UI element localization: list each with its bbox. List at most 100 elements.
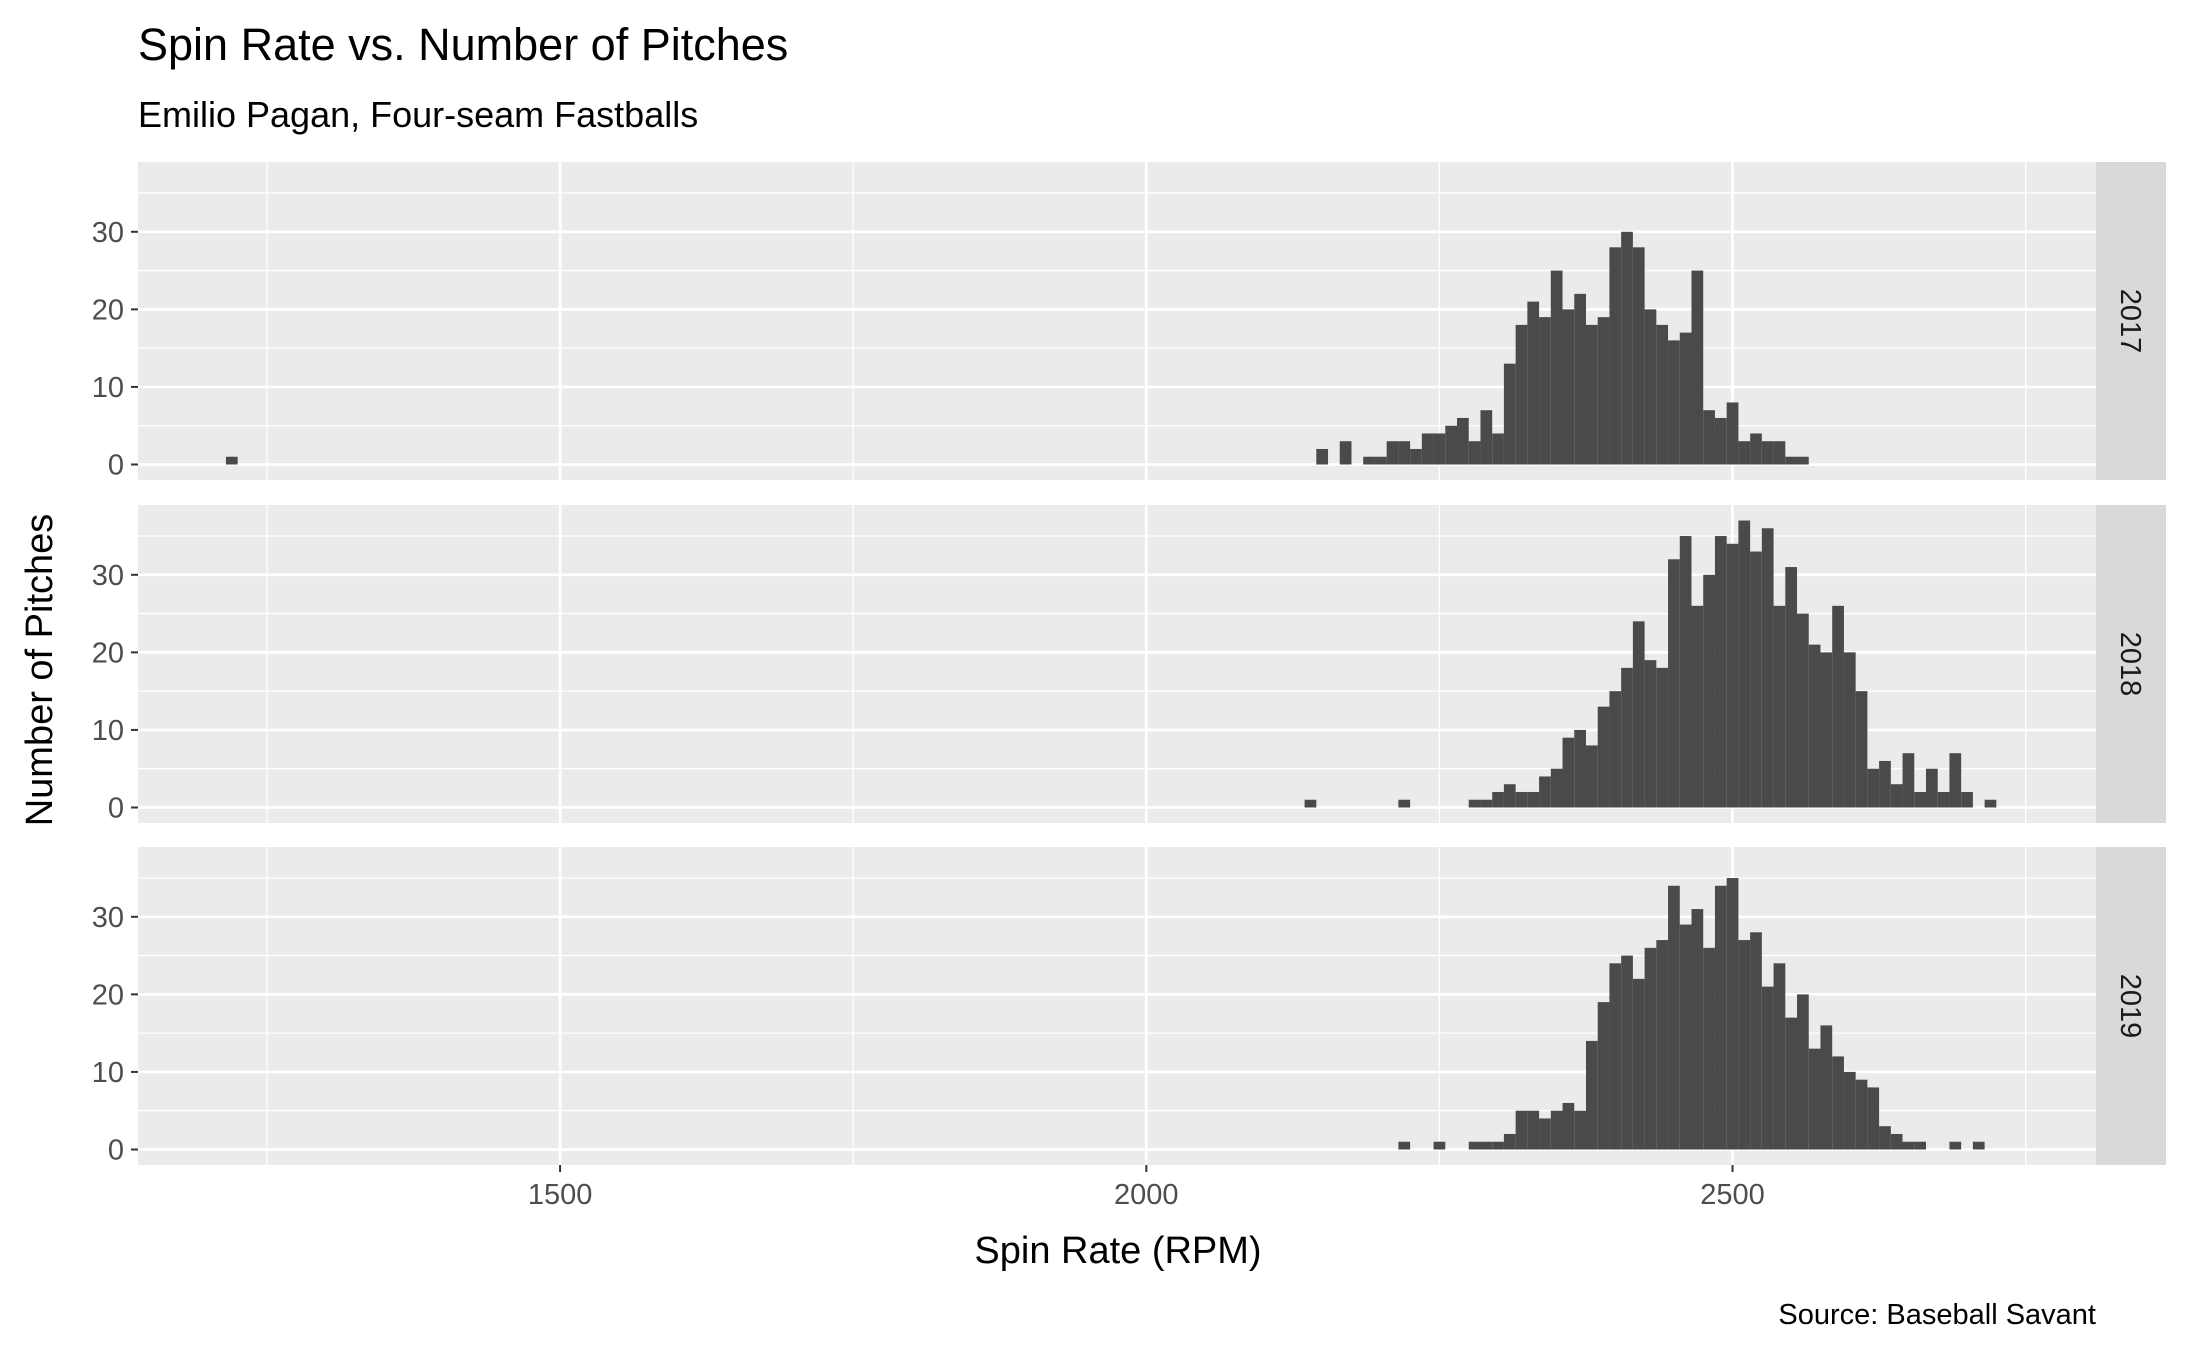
histogram-bar	[1914, 791, 1926, 808]
histogram-bar	[1398, 799, 1411, 808]
chart-title: Spin Rate vs. Number of Pitches	[138, 19, 788, 70]
histogram-bar	[1773, 605, 1786, 808]
histogram-bar	[1773, 441, 1786, 465]
histogram-bar	[1492, 1141, 1504, 1150]
histogram-bar	[1691, 909, 1704, 1150]
histogram-bar	[1492, 433, 1504, 465]
facet-strip	[2096, 505, 2166, 823]
histogram-bar	[1457, 417, 1469, 465]
histogram-bar	[1562, 309, 1575, 465]
facet-strip-label: 2018	[2114, 632, 2146, 697]
histogram-bar	[1668, 340, 1680, 465]
histogram-bar	[1879, 1126, 1891, 1150]
histogram-bar	[1972, 1141, 1985, 1150]
panel-background	[138, 162, 2096, 480]
chart-subtitle: Emilio Pagan, Four-seam Fastballs	[138, 94, 698, 135]
y-tick-label: 30	[92, 560, 124, 592]
histogram-bar	[1714, 536, 1727, 808]
histogram-bar	[1949, 753, 1962, 808]
histogram-bar	[1316, 448, 1329, 465]
histogram-bar	[1503, 363, 1516, 465]
histogram-bar	[1726, 543, 1739, 808]
histogram-bar	[1703, 574, 1715, 808]
histogram-bar	[1738, 940, 1751, 1150]
facet-panel-2017: 0 10 20 30 2017	[92, 162, 2166, 481]
histogram-bar	[1515, 324, 1528, 465]
facet-strip-label: 2017	[2114, 289, 2146, 354]
histogram-bar	[1398, 1141, 1411, 1150]
y-tick-label: 0	[108, 1134, 124, 1166]
histogram-bar	[1785, 456, 1798, 465]
histogram-bar	[1961, 791, 1973, 808]
y-tick-label: 10	[92, 1057, 124, 1089]
histogram-bar	[1714, 417, 1727, 465]
histogram-bar	[1691, 270, 1704, 465]
histogram-bar	[1750, 932, 1762, 1150]
facet-panel-2018: 0 10 20 30 2018	[92, 505, 2166, 824]
histogram-bar	[225, 456, 238, 465]
y-tick-label: 10	[92, 715, 124, 747]
histogram-bar	[1914, 1141, 1926, 1150]
histogram-bar	[1550, 1110, 1563, 1150]
histogram-bar	[1797, 613, 1809, 808]
histogram-bar	[1574, 1110, 1586, 1150]
histogram-bar	[1773, 963, 1786, 1150]
histogram-bar	[1480, 1141, 1493, 1150]
histogram-bar	[1597, 317, 1610, 465]
histogram-bar	[1574, 293, 1586, 465]
histogram-bar	[1750, 433, 1762, 465]
facet-strip	[2096, 847, 2166, 1165]
y-tick-label: 10	[92, 372, 124, 404]
histogram-bar	[1468, 441, 1481, 465]
x-tick-label: 2500	[1700, 1179, 1765, 1211]
histogram-bar	[1738, 441, 1751, 465]
histogram-bar	[1703, 947, 1715, 1150]
histogram-bar	[1714, 885, 1727, 1150]
x-axis-title: Spin Rate (RPM)	[974, 1230, 1261, 1272]
histogram-bar	[1550, 768, 1563, 808]
histogram-bar	[1691, 605, 1704, 808]
histogram-bar	[1656, 667, 1669, 808]
y-tick-label: 0	[108, 449, 124, 481]
histogram-bar	[1820, 652, 1833, 808]
histogram-bar	[1738, 520, 1751, 808]
histogram-bar	[1902, 753, 1915, 808]
histogram-bar	[1621, 955, 1633, 1150]
histogram-bar	[1890, 1133, 1903, 1150]
histogram-bar	[1597, 1002, 1610, 1150]
histogram-bar	[1843, 652, 1856, 808]
y-tick-label: 30	[92, 217, 124, 249]
histogram-bar	[1656, 324, 1669, 465]
histogram-bar	[1503, 784, 1516, 808]
histogram-bar	[1539, 1118, 1551, 1150]
histogram-bar	[1750, 551, 1762, 808]
histogram-bar	[1468, 799, 1481, 808]
histogram-bar	[1339, 441, 1352, 465]
histogram-bar	[1855, 691, 1868, 808]
x-axis: 1500 2000 2500	[528, 1165, 1765, 1211]
histogram-bar	[1421, 433, 1434, 465]
histogram-bar	[1808, 1048, 1821, 1150]
histogram-bar	[1949, 1141, 1962, 1150]
histogram-bar	[1539, 776, 1551, 808]
y-tick-label: 20	[92, 637, 124, 669]
histogram-bar	[1515, 791, 1528, 808]
histogram-bar	[1785, 567, 1798, 808]
histogram-bar	[1562, 1102, 1575, 1150]
histogram-bar	[1797, 456, 1809, 465]
histogram-bar	[1632, 978, 1645, 1150]
y-tick-label: 20	[92, 294, 124, 326]
histogram-bar	[1433, 433, 1446, 465]
histogram-bar	[1527, 1110, 1540, 1150]
histogram-bar	[1480, 799, 1493, 808]
histogram-bar	[1398, 441, 1411, 465]
histogram-bar	[1503, 1133, 1516, 1150]
histogram-bar	[1609, 247, 1622, 465]
histogram-bar	[1468, 1141, 1481, 1150]
histogram-bar	[1679, 332, 1692, 465]
histogram-bar	[1632, 621, 1645, 808]
histogram-bar	[1679, 536, 1692, 808]
histogram-bar	[1609, 691, 1622, 808]
histogram-bar	[1480, 410, 1493, 465]
y-axis-title: Number of Pitches	[19, 514, 61, 827]
